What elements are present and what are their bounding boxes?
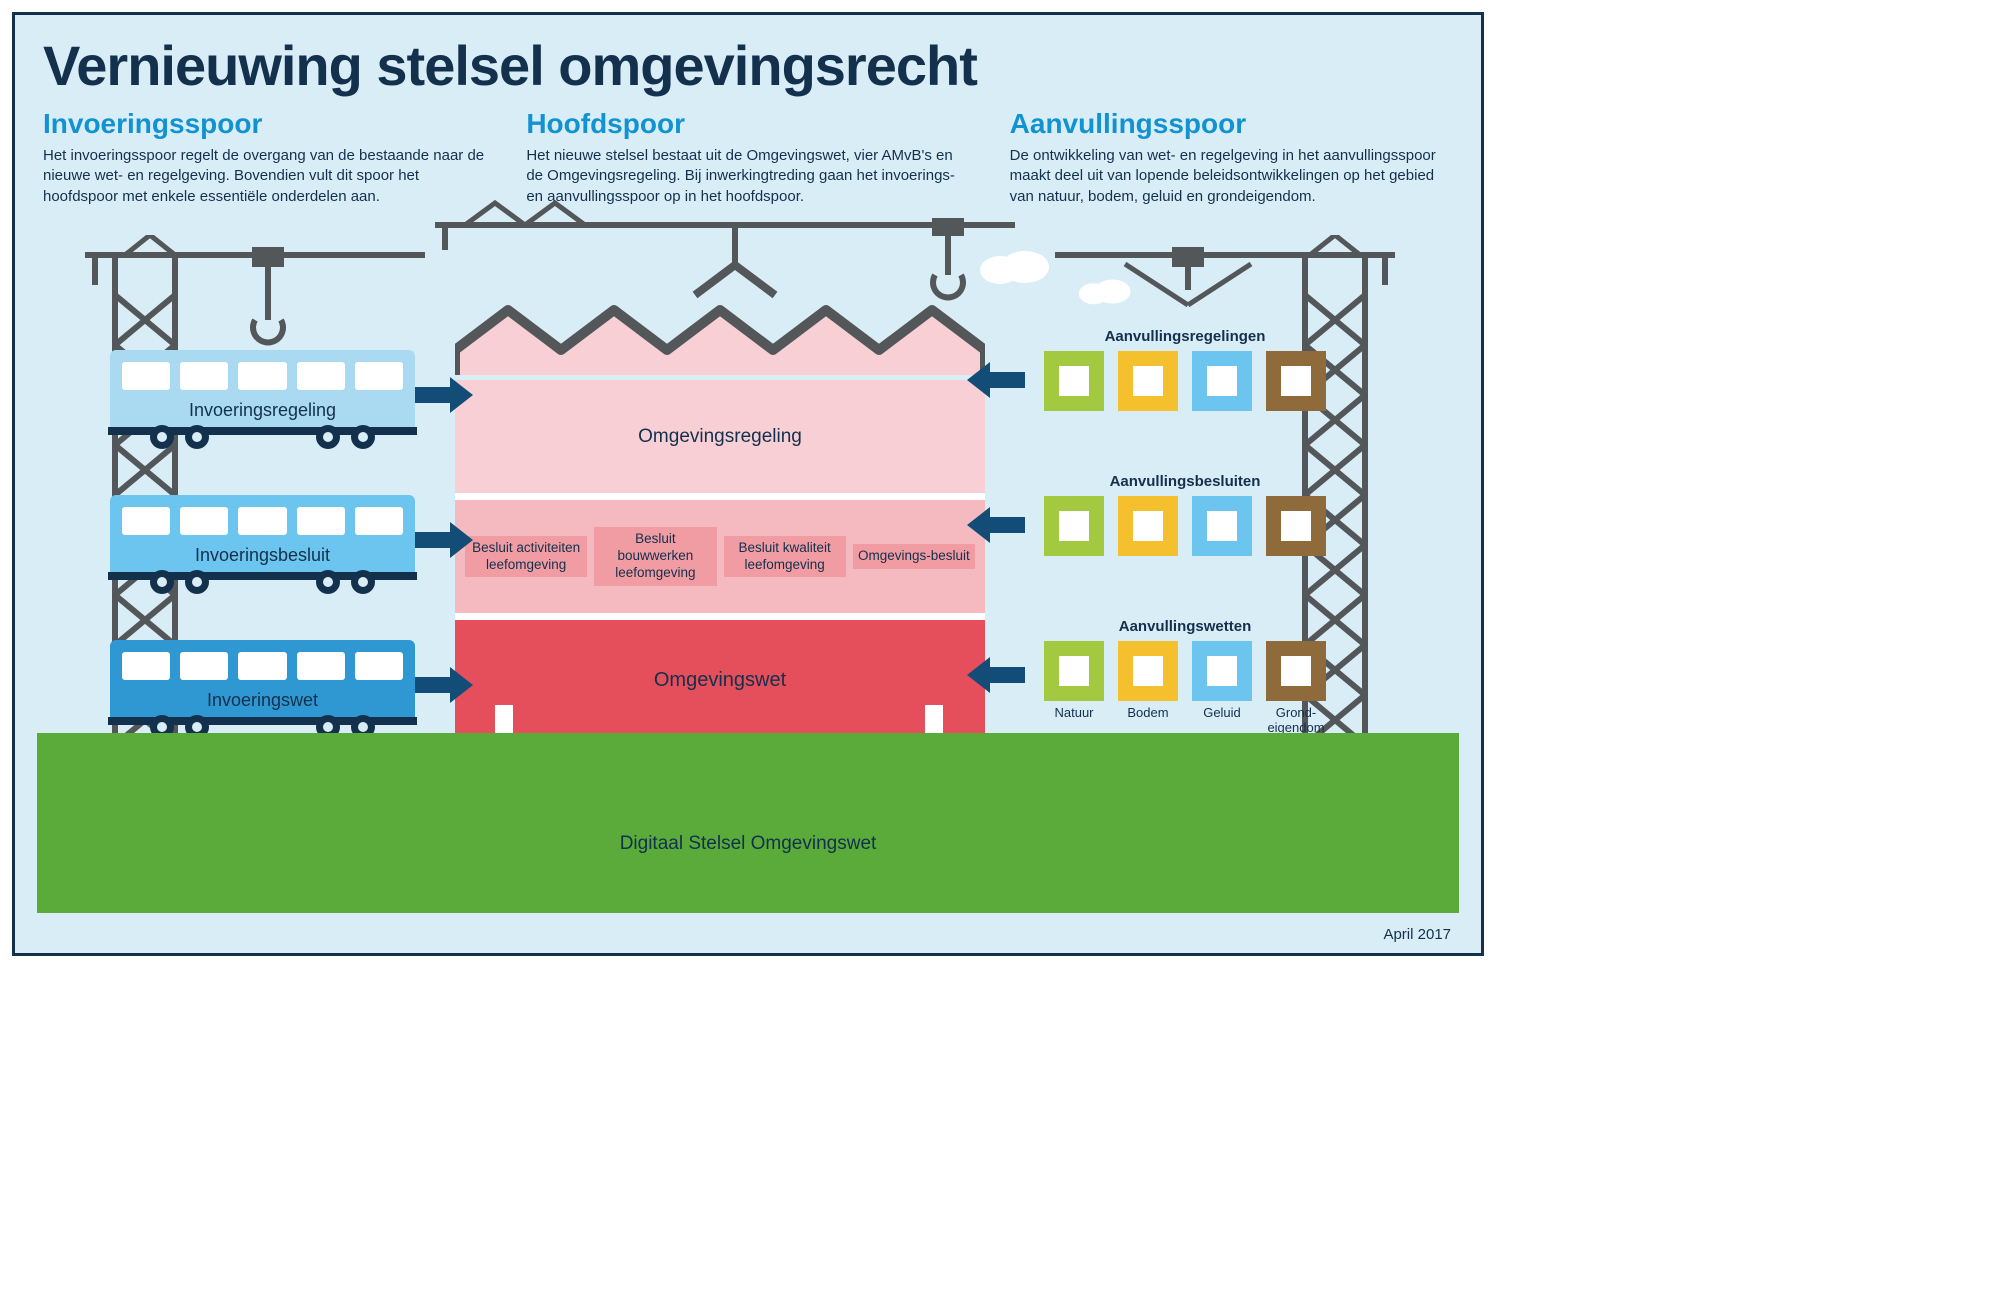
wagon-label: Invoeringswet (110, 686, 415, 717)
infographic-page: Vernieuwing stelsel omgevingsrecht Invoe… (12, 12, 1484, 956)
sq-natuur (1044, 496, 1104, 556)
building: Omgevingsregeling Besluit activiteiten l… (455, 295, 985, 740)
arrow-icon (415, 375, 475, 415)
sq-geluid (1192, 496, 1252, 556)
col-heading: Invoeringsspoor (43, 108, 486, 140)
aanvulling-row-1: Aanvullingsregelingen (1015, 328, 1355, 411)
cap: Grond-eigendom (1266, 705, 1326, 735)
floor-besluiten: Besluit activiteiten leefomgeving Beslui… (455, 500, 985, 620)
arrow-icon (965, 655, 1025, 695)
roof-icon (455, 295, 985, 375)
aanvulling-row-3: Aanvullingswetten Natuur Bodem Geluid Gr… (1015, 618, 1355, 735)
floor-label: Omgevingsregeling (638, 426, 802, 448)
date-stamp: April 2017 (1383, 926, 1451, 943)
ablock-label: Aanvullingswetten (1015, 618, 1355, 635)
wagon-label: Invoeringsbesluit (110, 541, 415, 572)
besluit-cell: Besluit bouwwerken leefomgeving (594, 527, 716, 586)
wagon-besluit: Invoeringsbesluit (110, 495, 415, 590)
sq-geluid (1192, 641, 1252, 701)
sq-natuur (1044, 351, 1104, 411)
sq-bodem (1118, 496, 1178, 556)
wagons: Invoeringsregeling Invoeringsbesluit Inv (110, 350, 415, 785)
sq-bodem (1118, 351, 1178, 411)
scene: Omgevingsregeling Besluit activiteiten l… (15, 265, 1481, 953)
besluit-cell: Besluit kwaliteit leefomgeving (724, 536, 846, 578)
col-invoering: Invoeringsspoor Het invoeringsspoor rege… (43, 108, 486, 207)
col-heading: Aanvullingsspoor (1010, 108, 1453, 140)
intro-columns: Invoeringsspoor Het invoeringsspoor rege… (15, 108, 1481, 207)
cap: Bodem (1118, 705, 1178, 735)
arrow-icon (415, 520, 475, 560)
ground: Digitaal Stelsel Omgevingswet (37, 733, 1459, 913)
aanvulling-row-2: Aanvullingsbesluiten (1015, 473, 1355, 556)
col-body: Het invoeringsspoor regelt de overgang v… (43, 146, 486, 207)
wagon-wet: Invoeringswet (110, 640, 415, 735)
sq-bodem (1118, 641, 1178, 701)
sq-grond (1266, 351, 1326, 411)
wagon-regeling: Invoeringsregeling (110, 350, 415, 445)
ablock-label: Aanvullingsregelingen (1015, 328, 1355, 345)
arrow-icon (415, 665, 475, 705)
digital-label: Digitaal Stelsel Omgevingswet (37, 833, 1459, 855)
wagon-label: Invoeringsregeling (110, 396, 415, 427)
sq-natuur (1044, 641, 1104, 701)
ablock-label: Aanvullingsbesluiten (1015, 473, 1355, 490)
sq-geluid (1192, 351, 1252, 411)
arrow-icon (965, 505, 1025, 545)
sq-grond (1266, 496, 1326, 556)
col-hoofd: Hoofdspoor Het nieuwe stelsel bestaat ui… (526, 108, 969, 207)
besluit-cell: Besluit activiteiten leefomgeving (465, 536, 587, 578)
sq-grond (1266, 641, 1326, 701)
ablock-captions: Natuur Bodem Geluid Grond-eigendom (1015, 701, 1355, 735)
besluit-cell: Omgevings-besluit (853, 544, 975, 569)
arrow-icon (965, 360, 1025, 400)
page-title: Vernieuwing stelsel omgevingsrecht (15, 15, 1481, 108)
floor-regeling: Omgevingsregeling (455, 380, 985, 500)
floor-label: Omgevingswet (654, 669, 786, 692)
col-heading: Hoofdspoor (526, 108, 969, 140)
floor-wet: Omgevingswet (455, 620, 985, 740)
cap: Geluid (1192, 705, 1252, 735)
col-body: De ontwikkeling van wet- en regelgeving … (1010, 146, 1453, 207)
col-aanvulling: Aanvullingsspoor De ontwikkeling van wet… (1010, 108, 1453, 207)
cap: Natuur (1044, 705, 1104, 735)
